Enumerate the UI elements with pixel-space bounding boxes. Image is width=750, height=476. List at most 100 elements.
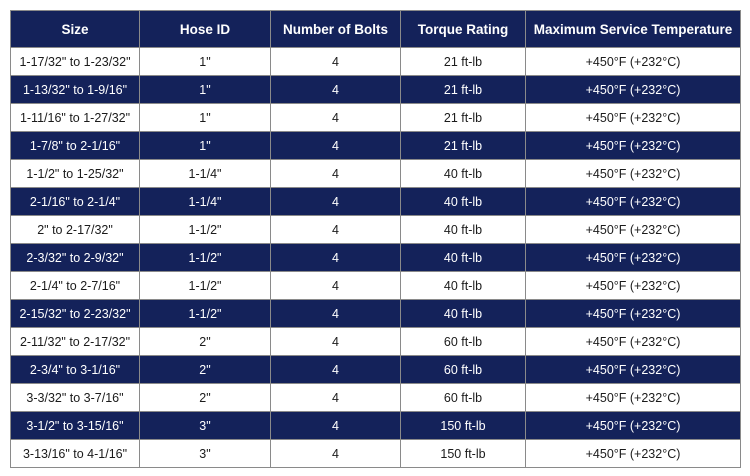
- cell-hose-id: 1-1/2": [139, 271, 271, 300]
- cell-max-service-temperature: +450°F (+232°C): [525, 215, 741, 244]
- cell-size: 3-13/16" to 4-1/16": [10, 439, 140, 468]
- cell-hose-id: 1-1/2": [139, 243, 271, 272]
- cell-max-service-temperature: +450°F (+232°C): [525, 75, 741, 104]
- cell-number-of-bolts: 4: [270, 299, 401, 328]
- header-number-of-bolts: Number of Bolts: [270, 10, 401, 48]
- cell-hose-id: 2": [139, 355, 271, 384]
- cell-max-service-temperature: +450°F (+232°C): [525, 187, 741, 216]
- cell-size: 3-3/32" to 3-7/16": [10, 383, 140, 412]
- cell-hose-id: 1": [139, 131, 271, 160]
- cell-max-service-temperature: +450°F (+232°C): [525, 355, 741, 384]
- spec-table: Size Hose ID Number of Bolts Torque Rati…: [10, 10, 741, 468]
- cell-torque-rating: 21 ft-lb: [400, 47, 526, 76]
- cell-size: 2" to 2-17/32": [10, 215, 140, 244]
- cell-hose-id: 3": [139, 439, 271, 468]
- cell-torque-rating: 40 ft-lb: [400, 271, 526, 300]
- cell-number-of-bolts: 4: [270, 355, 401, 384]
- cell-torque-rating: 60 ft-lb: [400, 327, 526, 356]
- header-max-service-temperature: Maximum Service Temperature: [525, 10, 741, 48]
- cell-hose-id: 1-1/4": [139, 159, 271, 188]
- cell-torque-rating: 21 ft-lb: [400, 75, 526, 104]
- cell-hose-id: 2": [139, 327, 271, 356]
- table-row: 3-1/2" to 3-15/16" 3" 4 150 ft-lb +450°F (+2…: [10, 411, 741, 440]
- header-size: Size: [10, 10, 140, 48]
- cell-torque-rating: 60 ft-lb: [400, 383, 526, 412]
- cell-number-of-bolts: 4: [270, 327, 401, 356]
- cell-size: 1-11/16" to 1-27/32": [10, 103, 140, 132]
- spec-table-container: Size Hose ID Number of Bolts Torque Rati…: [10, 10, 741, 468]
- header-hose-id: Hose ID: [139, 10, 271, 48]
- cell-number-of-bolts: 4: [270, 271, 401, 300]
- cell-torque-rating: 21 ft-lb: [400, 103, 526, 132]
- cell-max-service-temperature: +450°F (+232°C): [525, 131, 741, 160]
- table-body: 1-17/32" to 1-23/32" 1" 4 21 ft-lb +450°F (+…: [10, 47, 741, 468]
- cell-size: 3-1/2" to 3-15/16": [10, 411, 140, 440]
- cell-number-of-bolts: 4: [270, 215, 401, 244]
- table-row: 1-1/2" to 1-25/32" 1-1/4" 4 40 ft-lb +450°F …: [10, 159, 741, 188]
- cell-torque-rating: 150 ft-lb: [400, 411, 526, 440]
- cell-number-of-bolts: 4: [270, 383, 401, 412]
- cell-max-service-temperature: +450°F (+232°C): [525, 327, 741, 356]
- header-torque-rating: Torque Rating: [400, 10, 526, 48]
- cell-number-of-bolts: 4: [270, 131, 401, 160]
- table-row: 2-1/4" to 2-7/16" 1-1/2" 4 40 ft-lb +450°F (…: [10, 271, 741, 300]
- cell-torque-rating: 21 ft-lb: [400, 131, 526, 160]
- table-row: 1-17/32" to 1-23/32" 1" 4 21 ft-lb +450°F (+…: [10, 47, 741, 76]
- cell-torque-rating: 150 ft-lb: [400, 439, 526, 468]
- cell-torque-rating: 40 ft-lb: [400, 243, 526, 272]
- cell-number-of-bolts: 4: [270, 243, 401, 272]
- cell-max-service-temperature: +450°F (+232°C): [525, 103, 741, 132]
- cell-torque-rating: 40 ft-lb: [400, 159, 526, 188]
- cell-torque-rating: 40 ft-lb: [400, 187, 526, 216]
- cell-torque-rating: 40 ft-lb: [400, 215, 526, 244]
- header-row: Size Hose ID Number of Bolts Torque Rati…: [10, 10, 741, 48]
- cell-size: 2-3/32" to 2-9/32": [10, 243, 140, 272]
- cell-max-service-temperature: +450°F (+232°C): [525, 383, 741, 412]
- cell-number-of-bolts: 4: [270, 159, 401, 188]
- cell-hose-id: 1-1/4": [139, 187, 271, 216]
- cell-size: 1-17/32" to 1-23/32": [10, 47, 140, 76]
- cell-torque-rating: 60 ft-lb: [400, 355, 526, 384]
- cell-number-of-bolts: 4: [270, 103, 401, 132]
- cell-torque-rating: 40 ft-lb: [400, 299, 526, 328]
- cell-max-service-temperature: +450°F (+232°C): [525, 271, 741, 300]
- cell-number-of-bolts: 4: [270, 411, 401, 440]
- table-row: 2-11/32" to 2-17/32" 2" 4 60 ft-lb +450°F (+…: [10, 327, 741, 356]
- cell-max-service-temperature: +450°F (+232°C): [525, 411, 741, 440]
- cell-hose-id: 1": [139, 47, 271, 76]
- table-header: Size Hose ID Number of Bolts Torque Rati…: [10, 10, 741, 48]
- cell-max-service-temperature: +450°F (+232°C): [525, 439, 741, 468]
- cell-size: 2-11/32" to 2-17/32": [10, 327, 140, 356]
- cell-size: 1-13/32" to 1-9/16": [10, 75, 140, 104]
- cell-hose-id: 1": [139, 75, 271, 104]
- cell-hose-id: 1-1/2": [139, 215, 271, 244]
- cell-size: 2-15/32" to 2-23/32": [10, 299, 140, 328]
- table-row: 1-13/32" to 1-9/16" 1" 4 21 ft-lb +450°F (+2…: [10, 75, 741, 104]
- cell-max-service-temperature: +450°F (+232°C): [525, 243, 741, 272]
- table-row: 1-11/16" to 1-27/32" 1" 4 21 ft-lb +450°F (+…: [10, 103, 741, 132]
- table-row: 2" to 2-17/32" 1-1/2" 4 40 ft-lb +450°F (+23…: [10, 215, 741, 244]
- table-row: 2-3/32" to 2-9/32" 1-1/2" 4 40 ft-lb +450°F …: [10, 243, 741, 272]
- table-row: 2-3/4" to 3-1/16" 2" 4 60 ft-lb +450°F (+232…: [10, 355, 741, 384]
- table-row: 1-7/8" to 2-1/16" 1" 4 21 ft-lb +450°F (+232…: [10, 131, 741, 160]
- cell-size: 1-1/2" to 1-25/32": [10, 159, 140, 188]
- cell-number-of-bolts: 4: [270, 47, 401, 76]
- cell-max-service-temperature: +450°F (+232°C): [525, 159, 741, 188]
- cell-size: 2-1/16" to 2-1/4": [10, 187, 140, 216]
- table-row: 3-13/16" to 4-1/16" 3" 4 150 ft-lb +450°F (+…: [10, 439, 741, 468]
- table-row: 3-3/32" to 3-7/16" 2" 4 60 ft-lb +450°F (+23…: [10, 383, 741, 412]
- cell-number-of-bolts: 4: [270, 75, 401, 104]
- cell-size: 1-7/8" to 2-1/16": [10, 131, 140, 160]
- cell-number-of-bolts: 4: [270, 187, 401, 216]
- cell-size: 2-3/4" to 3-1/16": [10, 355, 140, 384]
- cell-size: 2-1/4" to 2-7/16": [10, 271, 140, 300]
- cell-hose-id: 3": [139, 411, 271, 440]
- cell-hose-id: 2": [139, 383, 271, 412]
- cell-max-service-temperature: +450°F (+232°C): [525, 299, 741, 328]
- table-row: 2-15/32" to 2-23/32" 1-1/2" 4 40 ft-lb +450°…: [10, 299, 741, 328]
- cell-max-service-temperature: +450°F (+232°C): [525, 47, 741, 76]
- cell-hose-id: 1-1/2": [139, 299, 271, 328]
- cell-number-of-bolts: 4: [270, 439, 401, 468]
- table-row: 2-1/16" to 2-1/4" 1-1/4" 4 40 ft-lb +450°F (…: [10, 187, 741, 216]
- cell-hose-id: 1": [139, 103, 271, 132]
